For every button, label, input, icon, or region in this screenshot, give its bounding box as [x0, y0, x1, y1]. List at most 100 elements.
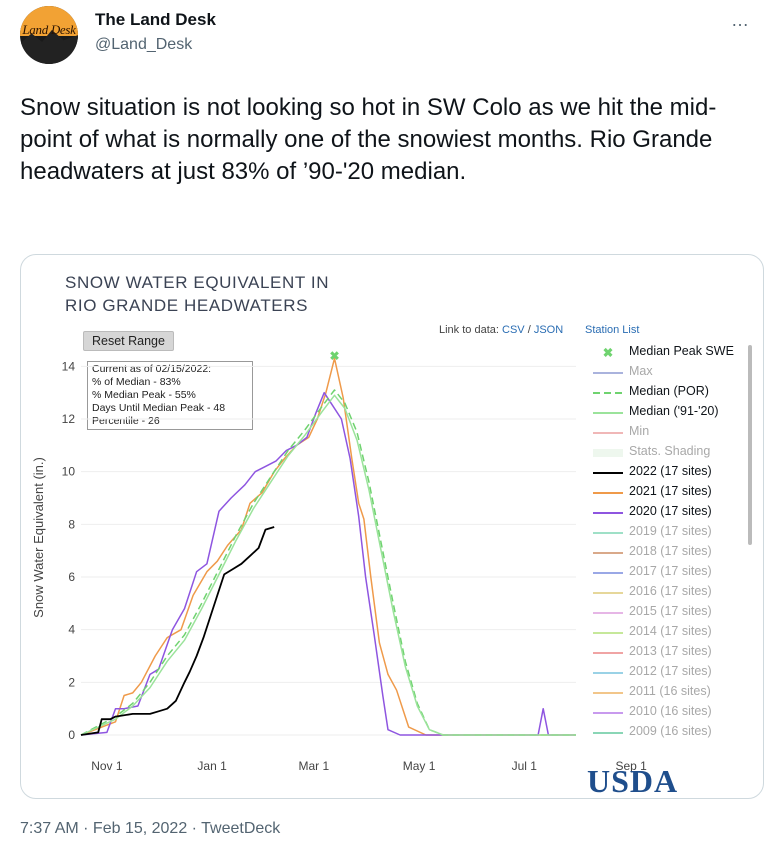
legend-item[interactable]: 2011 (16 sites) [591, 683, 751, 703]
y-tick-label: 0 [68, 728, 75, 742]
y-axis-label: Snow Water Equivalent (in.) [31, 457, 46, 618]
legend-item[interactable]: 2013 (17 sites) [591, 643, 751, 663]
series-line [80, 389, 576, 736]
more-options-icon[interactable]: … [731, 10, 750, 30]
info-line: % Median Peak - 55% [92, 389, 196, 401]
legend-label: 2022 (17 sites) [629, 464, 712, 478]
x-tick-label: Jul 1 [512, 759, 538, 773]
legend-swatch: ✖ [602, 346, 614, 360]
y-tick-label: 2 [68, 675, 75, 689]
avatar[interactable]: Land Desk [20, 6, 78, 64]
legend-label: Stats. Shading [629, 444, 711, 458]
chart-title: SNOW WATER EQUIVALENT IN RIO GRANDE HEAD… [65, 273, 330, 315]
legend-item[interactable]: 2017 (17 sites) [591, 563, 751, 583]
legend-item[interactable]: 2010 (16 sites) [591, 703, 751, 723]
y-tick-label: 10 [62, 465, 76, 479]
x-tick-label: Sep 1 [616, 759, 648, 773]
csv-link[interactable]: CSV [502, 324, 525, 336]
legend-swatch [593, 552, 623, 554]
tweet-timestamp[interactable]: 7:37 AM · Feb 15, 2022 · TweetDeck [20, 820, 281, 837]
json-link[interactable]: JSON [533, 324, 564, 336]
link-label: Link to data: [439, 324, 499, 336]
x-tick-label: Nov 1 [91, 759, 123, 773]
avatar-sky [20, 6, 78, 36]
tweet-text: Snow situation is not looking so hot in … [20, 94, 717, 185]
legend-item[interactable]: 2020 (17 sites) [591, 503, 751, 523]
legend-item[interactable]: 2009 (16 sites) [591, 723, 751, 743]
legend-label: Min [629, 424, 650, 438]
legend-swatch [593, 612, 623, 614]
legend-item[interactable]: Median ('91-'20) [591, 403, 751, 423]
legend-item[interactable]: Min [591, 423, 751, 443]
legend-swatch [593, 532, 623, 534]
legend-swatch [593, 692, 623, 694]
legend-label: 2015 (17 sites) [629, 604, 712, 618]
legend-swatch [593, 732, 623, 734]
legend-item[interactable]: 2021 (17 sites) [591, 483, 751, 503]
legend-item[interactable]: 2012 (17 sites) [591, 663, 751, 683]
legend-item[interactable]: ✖ Median Peak SWE [591, 343, 751, 363]
data-links: Link to data: CSV / JSON [439, 324, 563, 336]
legend-item[interactable]: 2022 (17 sites) [591, 463, 751, 483]
chart-image-card[interactable]: SNOW WATER EQUIVALENT IN RIO GRANDE HEAD… [20, 254, 764, 799]
legend-label: 2016 (17 sites) [629, 584, 712, 598]
info-line: Percentile - 26 [92, 415, 160, 427]
reset-range-button[interactable]: Reset Range [83, 331, 174, 351]
info-line: Days Until Median Peak - 48 [92, 402, 226, 414]
y-tick-label: 4 [68, 623, 75, 637]
legend-item[interactable]: 2014 (17 sites) [591, 623, 751, 643]
series-line [80, 391, 576, 736]
median-peak-marker: ✖ [330, 349, 340, 363]
y-tick-label: 14 [62, 359, 76, 373]
legend-swatch [593, 712, 623, 714]
legend-label: Median (POR) [629, 384, 709, 398]
x-tick-label: May 1 [403, 759, 436, 773]
legend-swatch [593, 449, 623, 457]
legend-item[interactable]: Max [591, 363, 751, 383]
legend-swatch [593, 472, 623, 474]
y-tick-label: 8 [68, 517, 75, 531]
station-list-link[interactable]: Station List [585, 324, 640, 336]
legend-item[interactable]: Stats. Shading [591, 443, 751, 463]
legend-label: Median ('91-'20) [629, 404, 719, 418]
legend-label: 2018 (17 sites) [629, 544, 712, 558]
link-separator: / [527, 324, 531, 336]
legend-swatch [593, 572, 623, 574]
legend-swatch [593, 512, 623, 514]
avatar-logo: Land Desk [22, 22, 76, 37]
legend-label: 2017 (17 sites) [629, 564, 712, 578]
legend-swatch [593, 372, 623, 374]
legend-item[interactable]: Median (POR) [591, 383, 751, 403]
legend-swatch [593, 432, 623, 434]
usda-logo: USDA [587, 763, 679, 799]
legend-label: 2012 (17 sites) [629, 664, 712, 678]
legend-item[interactable]: 2015 (17 sites) [591, 603, 751, 623]
legend-label: 2011 (16 sites) [629, 684, 711, 698]
legend-label: 2019 (17 sites) [629, 524, 712, 538]
x-tick-label: Jan 1 [197, 759, 227, 773]
legend-swatch [593, 492, 623, 494]
legend-label: 2014 (17 sites) [629, 624, 712, 638]
legend-swatch [593, 412, 623, 414]
legend-swatch [593, 632, 623, 634]
chart-plot: 0 2 4 6 8 10 12 14 Nov 1 Jan 1 Mar 1 May 1 Jul 1 Sep… [31, 349, 648, 773]
legend-label: 2009 (16 sites) [629, 724, 712, 738]
y-tick-label: 6 [68, 570, 75, 584]
author-handle[interactable]: @Land_Desk [95, 36, 193, 53]
legend-item[interactable]: 2019 (17 sites) [591, 523, 751, 543]
legend-scrollbar[interactable] [748, 345, 752, 545]
legend-item[interactable]: 2018 (17 sites) [591, 543, 751, 563]
legend-swatch [593, 652, 623, 654]
legend-label: Max [629, 364, 653, 378]
y-tick-label: 12 [62, 412, 76, 426]
legend-item[interactable]: 2016 (17 sites) [591, 583, 751, 603]
legend-label: 2010 (16 sites) [629, 704, 712, 718]
info-line: % of Median - 83% [92, 376, 181, 388]
legend-label: 2020 (17 sites) [629, 504, 712, 518]
author-name[interactable]: The Land Desk [95, 10, 216, 29]
chart-legend: ✖ Median Peak SWE Max Median (POR) Median ('… [591, 343, 751, 743]
legend-label: Median Peak SWE [629, 344, 734, 358]
legend-label: 2013 (17 sites) [629, 644, 712, 658]
legend-swatch [593, 672, 623, 674]
x-tick-label: Mar 1 [298, 759, 329, 773]
